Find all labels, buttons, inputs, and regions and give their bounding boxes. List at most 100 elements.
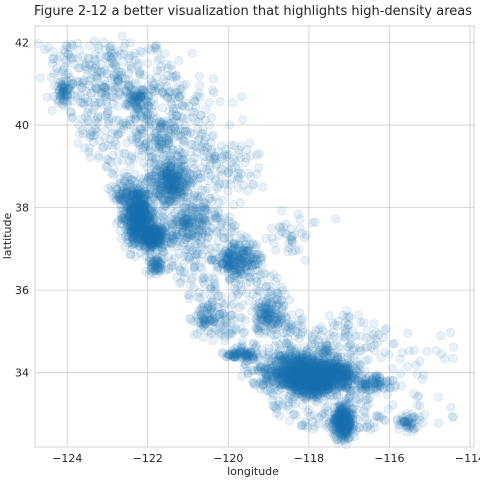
data-point <box>244 168 254 178</box>
data-point <box>328 369 338 380</box>
data-point <box>309 392 319 402</box>
data-point <box>306 359 316 369</box>
data-point <box>290 356 301 366</box>
data-point <box>270 361 280 371</box>
data-point <box>318 361 328 371</box>
data-point <box>291 375 301 386</box>
data-point <box>293 374 303 384</box>
data-point <box>262 385 273 396</box>
data-point <box>321 373 332 384</box>
data-point <box>207 132 217 142</box>
data-point <box>275 363 285 373</box>
data-point <box>301 361 312 371</box>
data-point <box>292 368 303 378</box>
data-point <box>299 370 310 380</box>
data-point <box>286 351 297 362</box>
data-point <box>327 369 337 379</box>
data-point <box>285 371 295 382</box>
data-point <box>281 360 291 370</box>
data-point <box>292 360 302 371</box>
data-point <box>291 378 302 388</box>
data-point <box>275 368 285 378</box>
data-point <box>310 356 321 366</box>
data-point <box>293 385 303 395</box>
data-point <box>369 318 379 329</box>
data-point <box>289 380 299 391</box>
data-point <box>307 358 317 368</box>
data-point <box>299 369 309 379</box>
data-point <box>277 367 287 378</box>
data-point <box>293 385 303 396</box>
data-point <box>297 375 307 386</box>
data-point <box>319 357 329 367</box>
data-point <box>276 351 286 361</box>
data-point <box>296 364 306 374</box>
data-point <box>272 368 282 378</box>
data-point <box>283 368 293 378</box>
data-point <box>271 367 281 377</box>
data-point <box>279 372 290 382</box>
data-point <box>302 361 312 372</box>
data-point <box>305 374 315 385</box>
data-point <box>299 372 309 382</box>
data-point <box>310 369 320 379</box>
data-point <box>258 367 269 377</box>
data-point <box>292 352 302 362</box>
data-point <box>319 355 329 365</box>
data-point <box>288 369 299 379</box>
data-point <box>280 367 290 377</box>
data-point <box>290 385 300 396</box>
data-point <box>192 91 202 101</box>
data-point <box>300 255 311 265</box>
data-point <box>294 358 304 368</box>
data-point <box>316 370 327 380</box>
data-point <box>292 380 302 391</box>
data-point <box>301 361 311 371</box>
data-point <box>273 365 283 375</box>
data-point <box>257 366 267 376</box>
data-point <box>297 370 308 380</box>
data-point <box>319 381 329 391</box>
data-point <box>296 369 307 379</box>
data-point <box>313 368 323 378</box>
data-point <box>258 379 269 390</box>
data-point <box>299 356 309 367</box>
data-point <box>307 362 317 372</box>
data-point <box>328 379 339 389</box>
data-point <box>328 363 338 373</box>
data-point <box>284 372 294 382</box>
data-point <box>305 367 315 377</box>
data-point <box>287 381 297 391</box>
data-point <box>294 363 304 373</box>
data-point <box>294 374 304 384</box>
data-point <box>306 379 316 389</box>
data-point <box>300 354 310 364</box>
data-point <box>271 360 281 371</box>
data-point <box>289 391 299 402</box>
data-point <box>302 345 312 355</box>
data-point <box>308 361 318 371</box>
data-point <box>267 366 277 376</box>
data-point <box>278 378 289 388</box>
data-point <box>325 367 335 377</box>
data-point <box>236 92 246 102</box>
data-point <box>276 371 286 381</box>
data-point <box>300 363 310 373</box>
data-point <box>281 362 291 372</box>
data-point <box>310 367 320 378</box>
data-point <box>293 365 303 375</box>
data-point <box>288 366 298 376</box>
data-point <box>333 316 343 326</box>
data-point <box>265 360 275 370</box>
data-point <box>306 370 317 380</box>
data-point <box>288 374 298 384</box>
data-point <box>314 358 324 368</box>
data-point <box>323 368 334 378</box>
data-point <box>311 370 322 380</box>
data-point <box>281 380 291 390</box>
data-point <box>307 352 317 362</box>
data-point <box>294 245 304 255</box>
data-point <box>303 365 313 376</box>
data-point <box>343 353 353 363</box>
data-point <box>318 380 328 390</box>
